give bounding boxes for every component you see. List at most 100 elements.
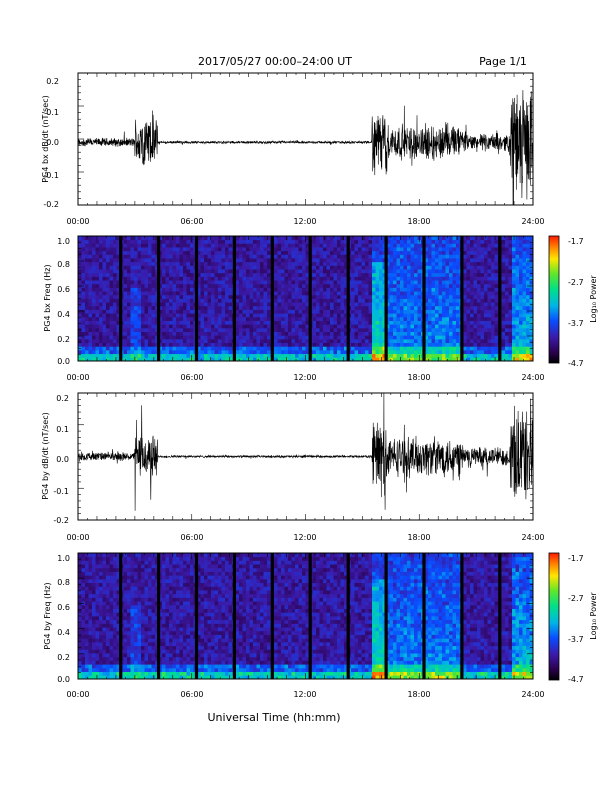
spectrogram-cell: [449, 243, 453, 248]
spectrogram-cell: [176, 313, 180, 318]
spectrogram-cell: [242, 269, 247, 274]
spectrogram-cell: [249, 254, 254, 259]
spectrogram-cell: [372, 239, 376, 244]
spectrogram-cell: [148, 250, 152, 255]
spectrogram-cell: [179, 261, 184, 266]
spectrogram-cell: [526, 239, 530, 244]
spectrogram-cell: [88, 316, 93, 321]
spectrogram-cell: [456, 258, 460, 263]
spectrogram-cell: [127, 254, 131, 259]
spectrogram-cell: [298, 313, 303, 318]
spectrogram-cell: [365, 269, 369, 274]
spectrogram-cell: [78, 324, 82, 329]
spectrogram-cell: [176, 247, 180, 252]
spectrogram-cell: [274, 309, 278, 314]
spectrogram-cell: [214, 269, 219, 274]
spectrogram-cell: [326, 254, 331, 259]
spectrogram-cell: [214, 320, 219, 325]
spectrogram-cell: [78, 675, 82, 680]
spectrogram-cell: [519, 254, 523, 259]
spectrogram-cell: [172, 305, 177, 310]
spectrogram-cell: [487, 302, 492, 307]
spectrogram-cell: [410, 324, 415, 329]
spectrogram-cell: [326, 342, 331, 347]
spectrogram-cell: [81, 342, 86, 347]
spectrogram-cell: [508, 305, 513, 310]
spectrogram-cell: [200, 269, 205, 274]
spectrogram-cell: [81, 276, 86, 281]
spectrogram-cell: [501, 353, 506, 358]
spectrogram-cell: [211, 243, 215, 248]
spectrogram-cell: [263, 342, 268, 347]
spectrogram-cell: [337, 258, 341, 263]
spectrogram-cell: [225, 265, 229, 270]
spectrogram-cell: [263, 265, 268, 270]
spectrogram-cell: [109, 294, 114, 299]
spectrogram-cell: [480, 247, 485, 252]
spectrogram-cell: [403, 320, 408, 325]
spectrogram-cell: [319, 287, 324, 292]
spectrogram-cell: [477, 327, 481, 332]
spectrogram-cell: [491, 247, 495, 252]
spectrogram-cell: [137, 272, 142, 277]
spectrogram-cell: [442, 331, 446, 336]
spectrogram-cell: [207, 335, 212, 340]
spectrogram-cell: [267, 294, 271, 299]
spectrogram-cell: [183, 331, 187, 336]
spectrogram-cell: [218, 254, 222, 259]
spectrogram-cell: [155, 283, 159, 288]
spectrogram-cell: [316, 236, 320, 241]
spectrogram-cell: [144, 324, 149, 329]
spectrogram-cell: [505, 272, 509, 277]
spectrogram-cell: [155, 291, 159, 296]
spectrogram-cell: [463, 349, 467, 355]
spectrogram-cell: [375, 349, 380, 355]
spectrogram-cell: [218, 346, 222, 351]
spectrogram-cell: [407, 283, 411, 288]
spectrogram-cell: [512, 265, 516, 270]
spectrogram-cell: [239, 283, 243, 288]
spectrogram-cell: [267, 272, 271, 277]
spectrogram-cell: [169, 254, 173, 259]
spectrogram-cell: [449, 302, 453, 307]
spectrogram-cell: [221, 258, 226, 263]
spectrogram-cell: [99, 280, 103, 285]
spectrogram-cell: [515, 258, 520, 263]
spectrogram-cell: [151, 342, 156, 347]
spectrogram-cell: [445, 254, 450, 259]
spectrogram-cell: [116, 316, 121, 321]
spectrogram-cell: [295, 276, 299, 281]
spectrogram-cell: [456, 261, 460, 266]
spectrogram-cell: [445, 316, 450, 321]
spectrogram-cell: [312, 302, 317, 307]
spectrogram-cell: [410, 291, 415, 296]
spectrogram-cell: [438, 287, 443, 292]
spectrogram-cell: [267, 250, 271, 255]
spectrogram-cell: [137, 324, 142, 329]
spectrogram-cell: [81, 604, 86, 609]
spectrogram-cell: [393, 357, 397, 362]
spectrogram-cell: [277, 349, 282, 355]
spectrogram-cell: [81, 560, 86, 565]
colorbar-tick-label: -2.7: [568, 278, 584, 287]
spectrogram-cell: [207, 298, 212, 303]
spectrogram-cell: [368, 280, 373, 285]
spectrogram-cell: [239, 357, 243, 362]
spectrogram-cell: [512, 338, 516, 344]
spectrogram-cell: [449, 349, 453, 355]
spectrogram-cell: [176, 272, 180, 277]
spectrogram-cell: [256, 357, 261, 362]
spectrogram-cell: [365, 254, 369, 259]
spectrogram-cell: [326, 346, 331, 351]
spectrogram-cell: [494, 316, 499, 321]
spectrogram-cell: [417, 346, 422, 351]
spectrogram-cell: [508, 324, 513, 329]
spectrogram-cell: [81, 239, 86, 244]
spectrogram-cell: [382, 269, 387, 274]
spectrogram-cell: [393, 313, 397, 318]
spectrogram-cell: [372, 309, 376, 314]
spectrogram-cell: [235, 261, 240, 266]
spectrogram-cell: [176, 320, 180, 325]
spectrogram-cell: [403, 316, 408, 321]
spectrogram-cell: [326, 243, 331, 248]
